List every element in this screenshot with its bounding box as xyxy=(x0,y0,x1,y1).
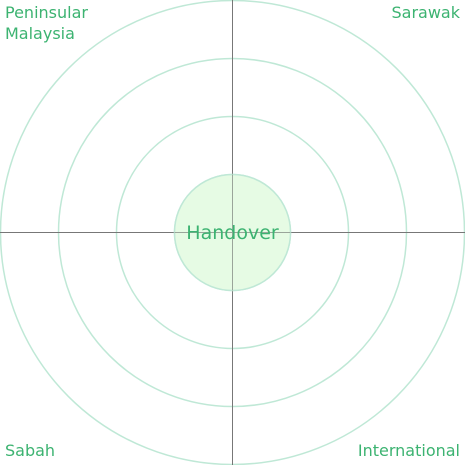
quadrant-label-peninsular-malaysia: Peninsular Malaysia xyxy=(5,3,88,43)
center-label: Handover xyxy=(186,222,279,244)
quadrant-label-sarawak: Sarawak xyxy=(391,3,461,22)
quadrant-label-international: International xyxy=(357,441,460,460)
quadrant-label-sabah: Sabah xyxy=(5,441,56,460)
